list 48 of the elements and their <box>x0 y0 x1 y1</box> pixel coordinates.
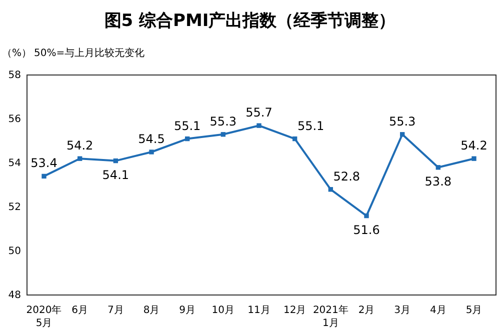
x-tick-label: 12月 <box>283 305 306 316</box>
point <box>400 132 405 137</box>
y-axis-title: （%） <box>2 48 32 59</box>
point <box>292 136 298 142</box>
data-label: 54.1 <box>102 168 130 182</box>
point <box>256 123 262 128</box>
point <box>472 156 476 161</box>
y-tick-label: 54 <box>8 158 21 170</box>
y-tick-label: 48 <box>8 290 21 302</box>
data-label: 55.1 <box>174 118 201 133</box>
x-tick-label: 2月 <box>358 305 375 316</box>
point <box>42 174 46 179</box>
point <box>149 150 154 154</box>
data-label: 53.4 <box>30 156 58 170</box>
x-tick-label: 3月 <box>394 305 411 316</box>
y-tick-label: 52 <box>8 202 21 214</box>
data-label: 54.2 <box>66 138 94 153</box>
data-label: 55.1 <box>297 118 324 133</box>
data-label: 51.6 <box>353 222 380 237</box>
point <box>436 165 441 170</box>
data-label: 53.8 <box>424 174 452 188</box>
text: 50%=与上月比较无变化 <box>34 47 145 59</box>
x-tick-label: 2021年 1月 <box>312 304 348 329</box>
data-label: 55.3 <box>388 114 416 128</box>
x-tick-label: 10月 <box>212 305 235 316</box>
x-tick-label: 5月 <box>466 305 482 316</box>
point <box>328 187 334 192</box>
y-tick-label: 56 <box>8 114 21 126</box>
point <box>184 136 190 142</box>
point <box>113 158 118 164</box>
data-label: 55.3 <box>210 114 237 128</box>
y-tick-label: 50 <box>8 246 21 258</box>
y-tick-label: 58 <box>8 70 21 82</box>
data-label: 52.8 <box>333 169 360 184</box>
point <box>77 156 82 161</box>
point <box>364 213 369 218</box>
x-tick-label: 2020年 5月 <box>26 304 62 329</box>
data-label: 55.7 <box>246 106 272 120</box>
x-tick-label: 9月 <box>179 305 196 316</box>
x-tick-label: 4月 <box>430 305 446 316</box>
x-tick-label: 11月 <box>248 305 270 316</box>
point <box>220 132 226 137</box>
data-label: 54.2 <box>460 138 488 153</box>
x-tick-label: 8月 <box>143 305 160 316</box>
x-tick-label: 6月 <box>72 305 88 316</box>
data-label: 54.5 <box>138 132 165 146</box>
chart-title: 图5 综合PMI产出指数（经季节调整） <box>104 11 396 31</box>
x-tick-label: 7月 <box>107 305 124 316</box>
